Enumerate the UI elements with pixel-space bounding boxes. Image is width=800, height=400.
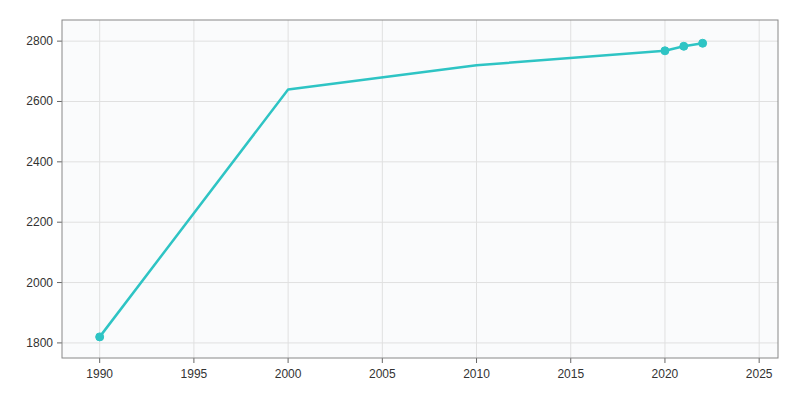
y-grid-line — [62, 161, 778, 162]
y-grid-line — [62, 222, 778, 223]
y-tick-label: 2600 — [26, 94, 53, 108]
x-tick — [759, 358, 760, 363]
y-tick-label: 2200 — [26, 215, 53, 229]
series-marker — [699, 39, 707, 47]
x-tick-label: 2025 — [746, 367, 773, 381]
grid — [62, 20, 778, 358]
x-tick — [99, 358, 100, 363]
x-tick-label: 2005 — [369, 367, 396, 381]
x-grid-line — [759, 20, 760, 358]
y-tick-label: 2800 — [26, 34, 53, 48]
x-grid-line — [193, 20, 194, 358]
x-grid-line — [664, 20, 665, 358]
plot-frame — [62, 20, 778, 358]
y-grid-line — [62, 342, 778, 343]
x-tick-label: 2010 — [463, 367, 490, 381]
x-grid-line — [288, 20, 289, 358]
x-tick — [382, 358, 383, 363]
axes: 1990 1995 2000 2005 2010 2015 2020 2025 1800 2000… — [26, 34, 773, 381]
series-line — [100, 43, 703, 337]
series-marker — [96, 333, 104, 341]
plot-background — [62, 20, 778, 358]
x-tick — [476, 358, 477, 363]
x-grid-line — [570, 20, 571, 358]
x-tick-label: 2020 — [652, 367, 679, 381]
y-tick — [57, 161, 62, 162]
series-marker — [680, 42, 688, 50]
chart-container: 1990 1995 2000 2005 2010 2015 2020 2025 1800 2000… — [0, 0, 800, 400]
x-grid-line — [382, 20, 383, 358]
y-grid-line — [62, 282, 778, 283]
y-tick-label: 1800 — [26, 336, 53, 350]
data-layer — [96, 39, 707, 341]
x-tick — [570, 358, 571, 363]
x-tick-label: 1990 — [86, 367, 113, 381]
chart: 1990 1995 2000 2005 2010 2015 2020 2025 1800 2000… — [0, 0, 800, 400]
x-tick — [664, 358, 665, 363]
x-tick-label: 1995 — [181, 367, 208, 381]
y-tick-label: 2400 — [26, 155, 53, 169]
y-tick-label: 2000 — [26, 276, 53, 290]
x-tick-label: 2000 — [275, 367, 302, 381]
x-tick — [193, 358, 194, 363]
y-tick — [57, 282, 62, 283]
y-tick — [57, 342, 62, 343]
series-marker — [661, 47, 669, 55]
y-tick — [57, 222, 62, 223]
y-tick — [57, 41, 62, 42]
y-tick — [57, 101, 62, 102]
x-tick — [288, 358, 289, 363]
x-tick-label: 2015 — [557, 367, 584, 381]
x-grid-line — [476, 20, 477, 358]
y-grid-line — [62, 101, 778, 102]
y-grid-line — [62, 41, 778, 42]
x-grid-line — [99, 20, 100, 358]
